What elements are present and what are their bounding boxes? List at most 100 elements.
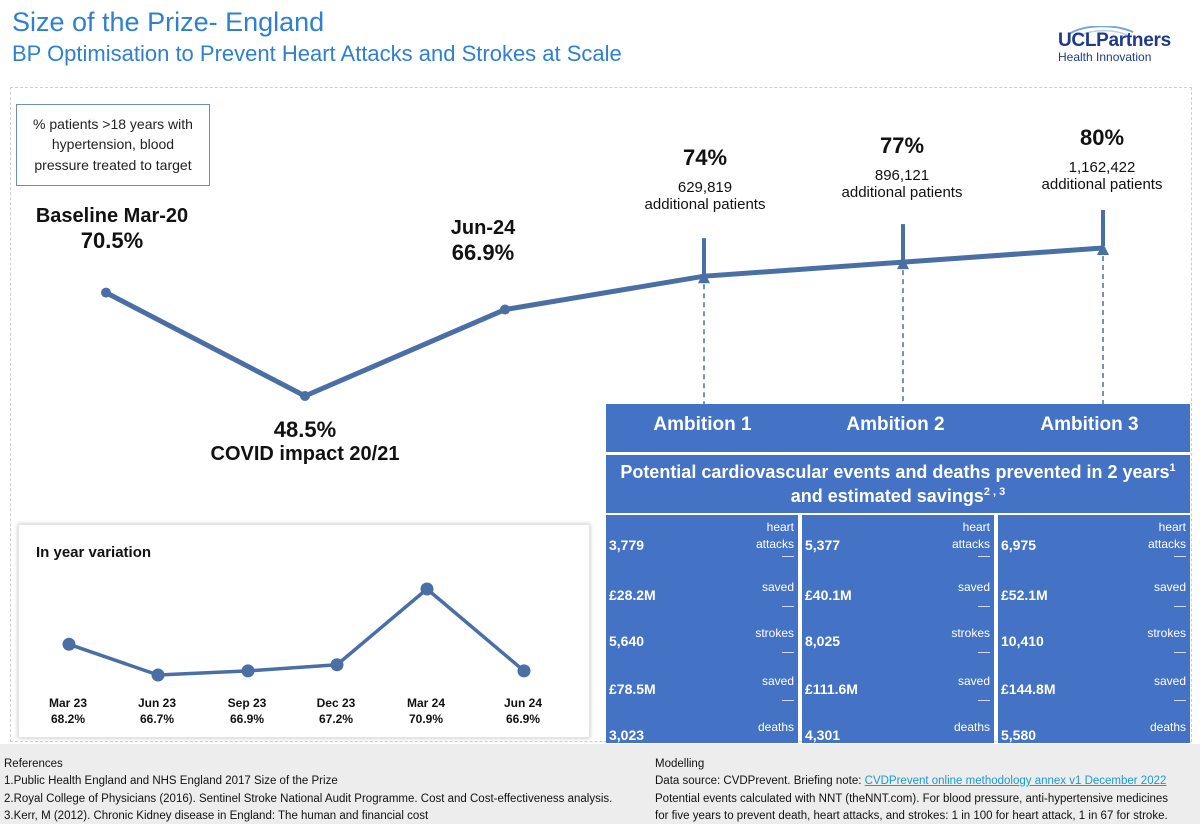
- cell-value: £78.5M: [609, 681, 656, 697]
- main-series-line: [104, 245, 1104, 399]
- table-cell: 10,410 strokes: [998, 611, 1190, 653]
- table-cell: 5,640 strokes: [606, 611, 798, 653]
- methodology-annex-link[interactable]: CVDPrevent online methodology annex v1 D…: [864, 775, 1167, 788]
- callout-category: COVID impact 20/21: [210, 443, 400, 465]
- reference-item: 3.Kerr, M (2012). Chronic Kidney disease…: [4, 809, 429, 822]
- page-title: Size of the Prize- England: [12, 7, 325, 37]
- ambition-header-bar: [606, 404, 1190, 452]
- events-title-part: Potential cardiovascular events and deat…: [620, 462, 1170, 482]
- ambition-3-column: 6,975 heart attacks £52.1M saved 10,410 strok…: [998, 515, 1190, 747]
- callout-baseline: Baseline Mar-20 70.5%: [12, 205, 212, 254]
- callout-value: 70.5%: [80, 228, 144, 253]
- table-cell: £52.1M saved: [998, 565, 1190, 607]
- callout-patients-label: additional patients: [1041, 176, 1163, 193]
- callout-patients: 629,819: [677, 179, 733, 196]
- ambition-arrow-icon: [897, 257, 909, 270]
- cell-value: 6,975: [1001, 537, 1037, 553]
- cell-label: strokes: [755, 626, 794, 640]
- variation-value: 66.9%: [229, 712, 265, 727]
- variation-value: 67.2%: [318, 712, 354, 727]
- variation-x-label: Dec 23 67.2%: [296, 695, 376, 727]
- events-title-part: and estimated savings: [790, 486, 984, 507]
- content-frame: [10, 87, 1192, 742]
- cell-divider: [978, 556, 990, 557]
- in-year-variation-title: In year variation: [36, 544, 152, 561]
- uclpartners-logo: UCLPartners Health Innovation: [1055, 26, 1175, 66]
- ambition-2-label: Ambition 2: [846, 414, 945, 435]
- cell-value: £111.6M: [805, 681, 858, 697]
- cell-value: £28.2M: [609, 587, 656, 603]
- table-cell: 6,975 heart attacks: [998, 515, 1190, 557]
- page-subtitle: BP Optimisation to Prevent Heart Attacks…: [12, 41, 622, 66]
- modelling-source: Data source: CVDPrevent. Briefing note: …: [655, 773, 1168, 790]
- ambition-1-column: 3,779 heart attacks £28.2M saved 5,640 stroke…: [606, 515, 798, 747]
- variation-data-point: [151, 668, 165, 682]
- modelling-note: for five years to prevent death, heart a…: [655, 809, 1168, 822]
- cell-label: heart attacks: [1147, 520, 1186, 551]
- variation-value: 68.2%: [50, 712, 86, 727]
- table-cell: 3,779 heart attacks: [606, 515, 798, 557]
- variation-value: 66.9%: [505, 712, 541, 727]
- callout-value: 48.5%: [273, 417, 337, 442]
- variation-x-label: Jun 23 66.7%: [117, 695, 197, 727]
- logo-name: UCLPartners: [1058, 30, 1171, 51]
- table-cell: 8,025 strokes: [802, 611, 994, 653]
- table-cell: £111.6M saved: [802, 659, 994, 701]
- cell-value: £144.8M: [1001, 681, 1056, 697]
- callout-covid: 48.5% COVID impact 20/21: [185, 417, 425, 466]
- cell-divider: [1174, 700, 1186, 701]
- callout-patients-label: additional patients: [841, 184, 963, 201]
- cell-divider: [782, 652, 794, 653]
- cell-divider: [1174, 652, 1186, 653]
- cell-divider: [1174, 556, 1186, 557]
- cell-label: strokes: [1147, 626, 1186, 640]
- cell-label: saved: [1153, 674, 1186, 688]
- variation-data-point: [62, 637, 76, 651]
- cell-label: heart attacks: [951, 520, 990, 551]
- variation-period: Jun 23: [137, 696, 176, 710]
- variation-period: Dec 23: [316, 696, 356, 710]
- cell-value: 3,023: [609, 727, 645, 743]
- cell-value: £52.1M: [1001, 587, 1048, 603]
- chart-key-box: % patients >18 years with hypertension, …: [16, 104, 210, 186]
- table-cell: £28.2M saved: [606, 565, 798, 607]
- logo-swoosh-icon: [1068, 26, 1134, 37]
- in-year-variation-panel: [18, 524, 590, 738]
- ambition-arrow-icon: [1097, 243, 1109, 255]
- callout-patients: 1,162,422: [1068, 159, 1136, 176]
- variation-period: Mar 23: [48, 696, 88, 710]
- callout-jun24: Jun-24 66.9%: [423, 217, 543, 266]
- variation-x-label: Sep 23 66.9%: [207, 695, 287, 727]
- logo-tagline: Health Innovation: [1058, 50, 1152, 64]
- variation-x-label: Mar 24 70.9%: [386, 695, 466, 727]
- data-point: [300, 391, 310, 401]
- ambition-1-label: Ambition 1: [653, 414, 752, 435]
- cell-label: saved: [957, 674, 990, 688]
- cell-label: saved: [761, 674, 794, 688]
- ambition-3-label: Ambition 3: [1040, 414, 1139, 435]
- callout-value: 80%: [1079, 125, 1125, 150]
- cell-value: £40.1M: [805, 587, 852, 603]
- table-cell: 3,023 deaths: [606, 705, 798, 747]
- cell-label: saved: [761, 580, 794, 594]
- table-cell: 5,377 heart attacks: [802, 515, 994, 557]
- callout-ambition-3: 80% 1,162,422 additional patients: [1012, 125, 1192, 193]
- cell-divider: [782, 606, 794, 607]
- table-cell: £78.5M saved: [606, 659, 798, 701]
- cell-label: deaths: [1149, 720, 1186, 734]
- cell-divider: [978, 700, 990, 701]
- cell-divider: [782, 556, 794, 557]
- cell-label: heart attacks: [755, 520, 794, 551]
- cell-divider: [978, 652, 990, 653]
- in-year-variation-chart: [62, 582, 531, 682]
- callout-value: 77%: [879, 133, 925, 158]
- reference-item: 2.Royal College of Physicians (2016). Se…: [4, 792, 613, 805]
- footer-bar: [0, 744, 1200, 824]
- data-point: [500, 304, 510, 315]
- ambition-2-column: 5,377 heart attacks £40.1M saved 8,025 stroke…: [802, 515, 994, 747]
- modelling-section: Modelling Data source: CVDPrevent. Brief…: [655, 756, 1168, 824]
- cell-value: 8,025: [805, 633, 841, 649]
- callout-value: 74%: [682, 145, 728, 170]
- callout-ambition-2: 77% 896,121 additional patients: [812, 133, 992, 201]
- cell-value: 4,301: [805, 727, 841, 743]
